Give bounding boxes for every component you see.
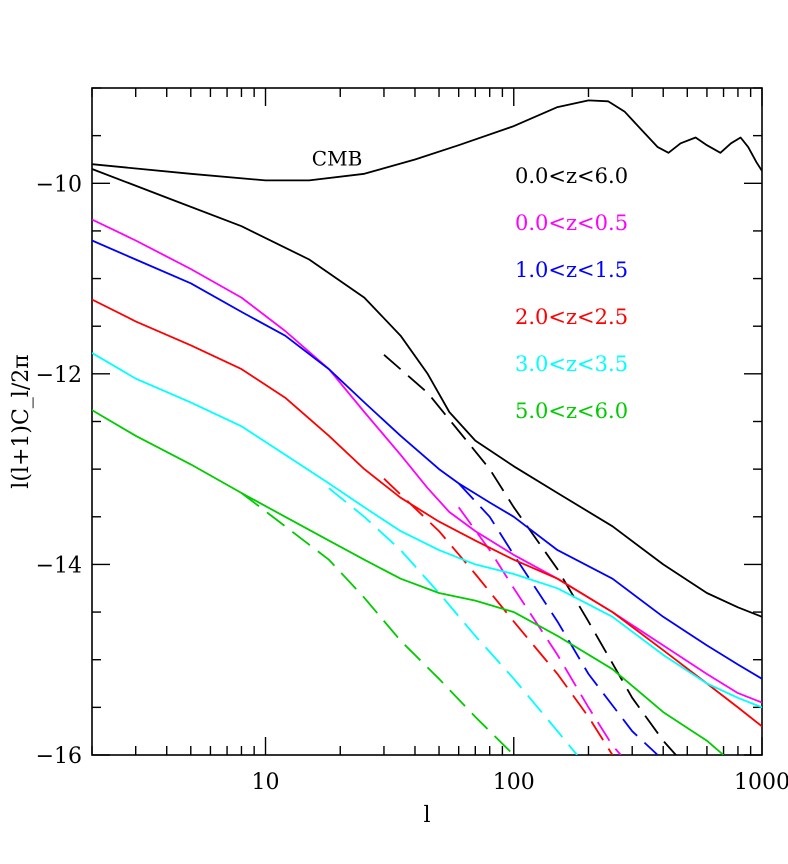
legend-entry: 1.0<z<1.5 bbox=[515, 258, 628, 282]
series-line-12 bbox=[92, 409, 725, 755]
legend-entry: 3.0<z<3.5 bbox=[515, 352, 628, 376]
series-line-3 bbox=[383, 354, 677, 755]
series-line-8 bbox=[92, 298, 762, 728]
y-tick-label: −16 bbox=[36, 744, 82, 769]
plot-frame bbox=[91, 87, 763, 756]
series-line-9 bbox=[383, 478, 614, 755]
series-line-1 bbox=[92, 99, 762, 182]
series-layer bbox=[92, 99, 762, 755]
series-line-11 bbox=[328, 487, 578, 755]
series-line-4 bbox=[92, 218, 762, 704]
y-tick-label: −14 bbox=[36, 553, 82, 578]
legend-entry: 0.0<z<0.5 bbox=[515, 211, 628, 235]
series-line-10 bbox=[92, 352, 762, 709]
labels-layer: l l(l+1)C_l/2π bbox=[9, 354, 431, 828]
legend-entry: 5.0<z<6.0 bbox=[515, 399, 628, 423]
legend-entry: 0.0<z<6.0 bbox=[515, 164, 628, 188]
legend: 0.0<z<6.0 0.0<z<0.5 1.0<z<1.5 2.0<z<2.5 3.0<… bbox=[515, 164, 628, 423]
series-line-7 bbox=[458, 482, 659, 755]
annotations: CMB bbox=[312, 146, 362, 170]
x-tick-label: 10 bbox=[252, 770, 280, 795]
series-line-13 bbox=[240, 492, 515, 755]
y-tick-label: −10 bbox=[36, 172, 82, 197]
y-tick-label: −12 bbox=[36, 363, 82, 388]
x-tick-label: 100 bbox=[493, 770, 535, 795]
legend-entry: 2.0<z<2.5 bbox=[515, 305, 628, 329]
cmb-annotation: CMB bbox=[312, 146, 362, 170]
x-tick-label: 1000 bbox=[734, 770, 788, 795]
y-axis-label: l(l+1)C_l/2π bbox=[9, 354, 34, 488]
x-axis-label: l bbox=[423, 803, 430, 828]
axes-layer: 10 100 1000 −10 −12 −14 −16 bbox=[36, 87, 788, 795]
series-line-5 bbox=[457, 506, 622, 755]
series-line-6 bbox=[92, 239, 762, 680]
series-line-2 bbox=[92, 168, 762, 618]
